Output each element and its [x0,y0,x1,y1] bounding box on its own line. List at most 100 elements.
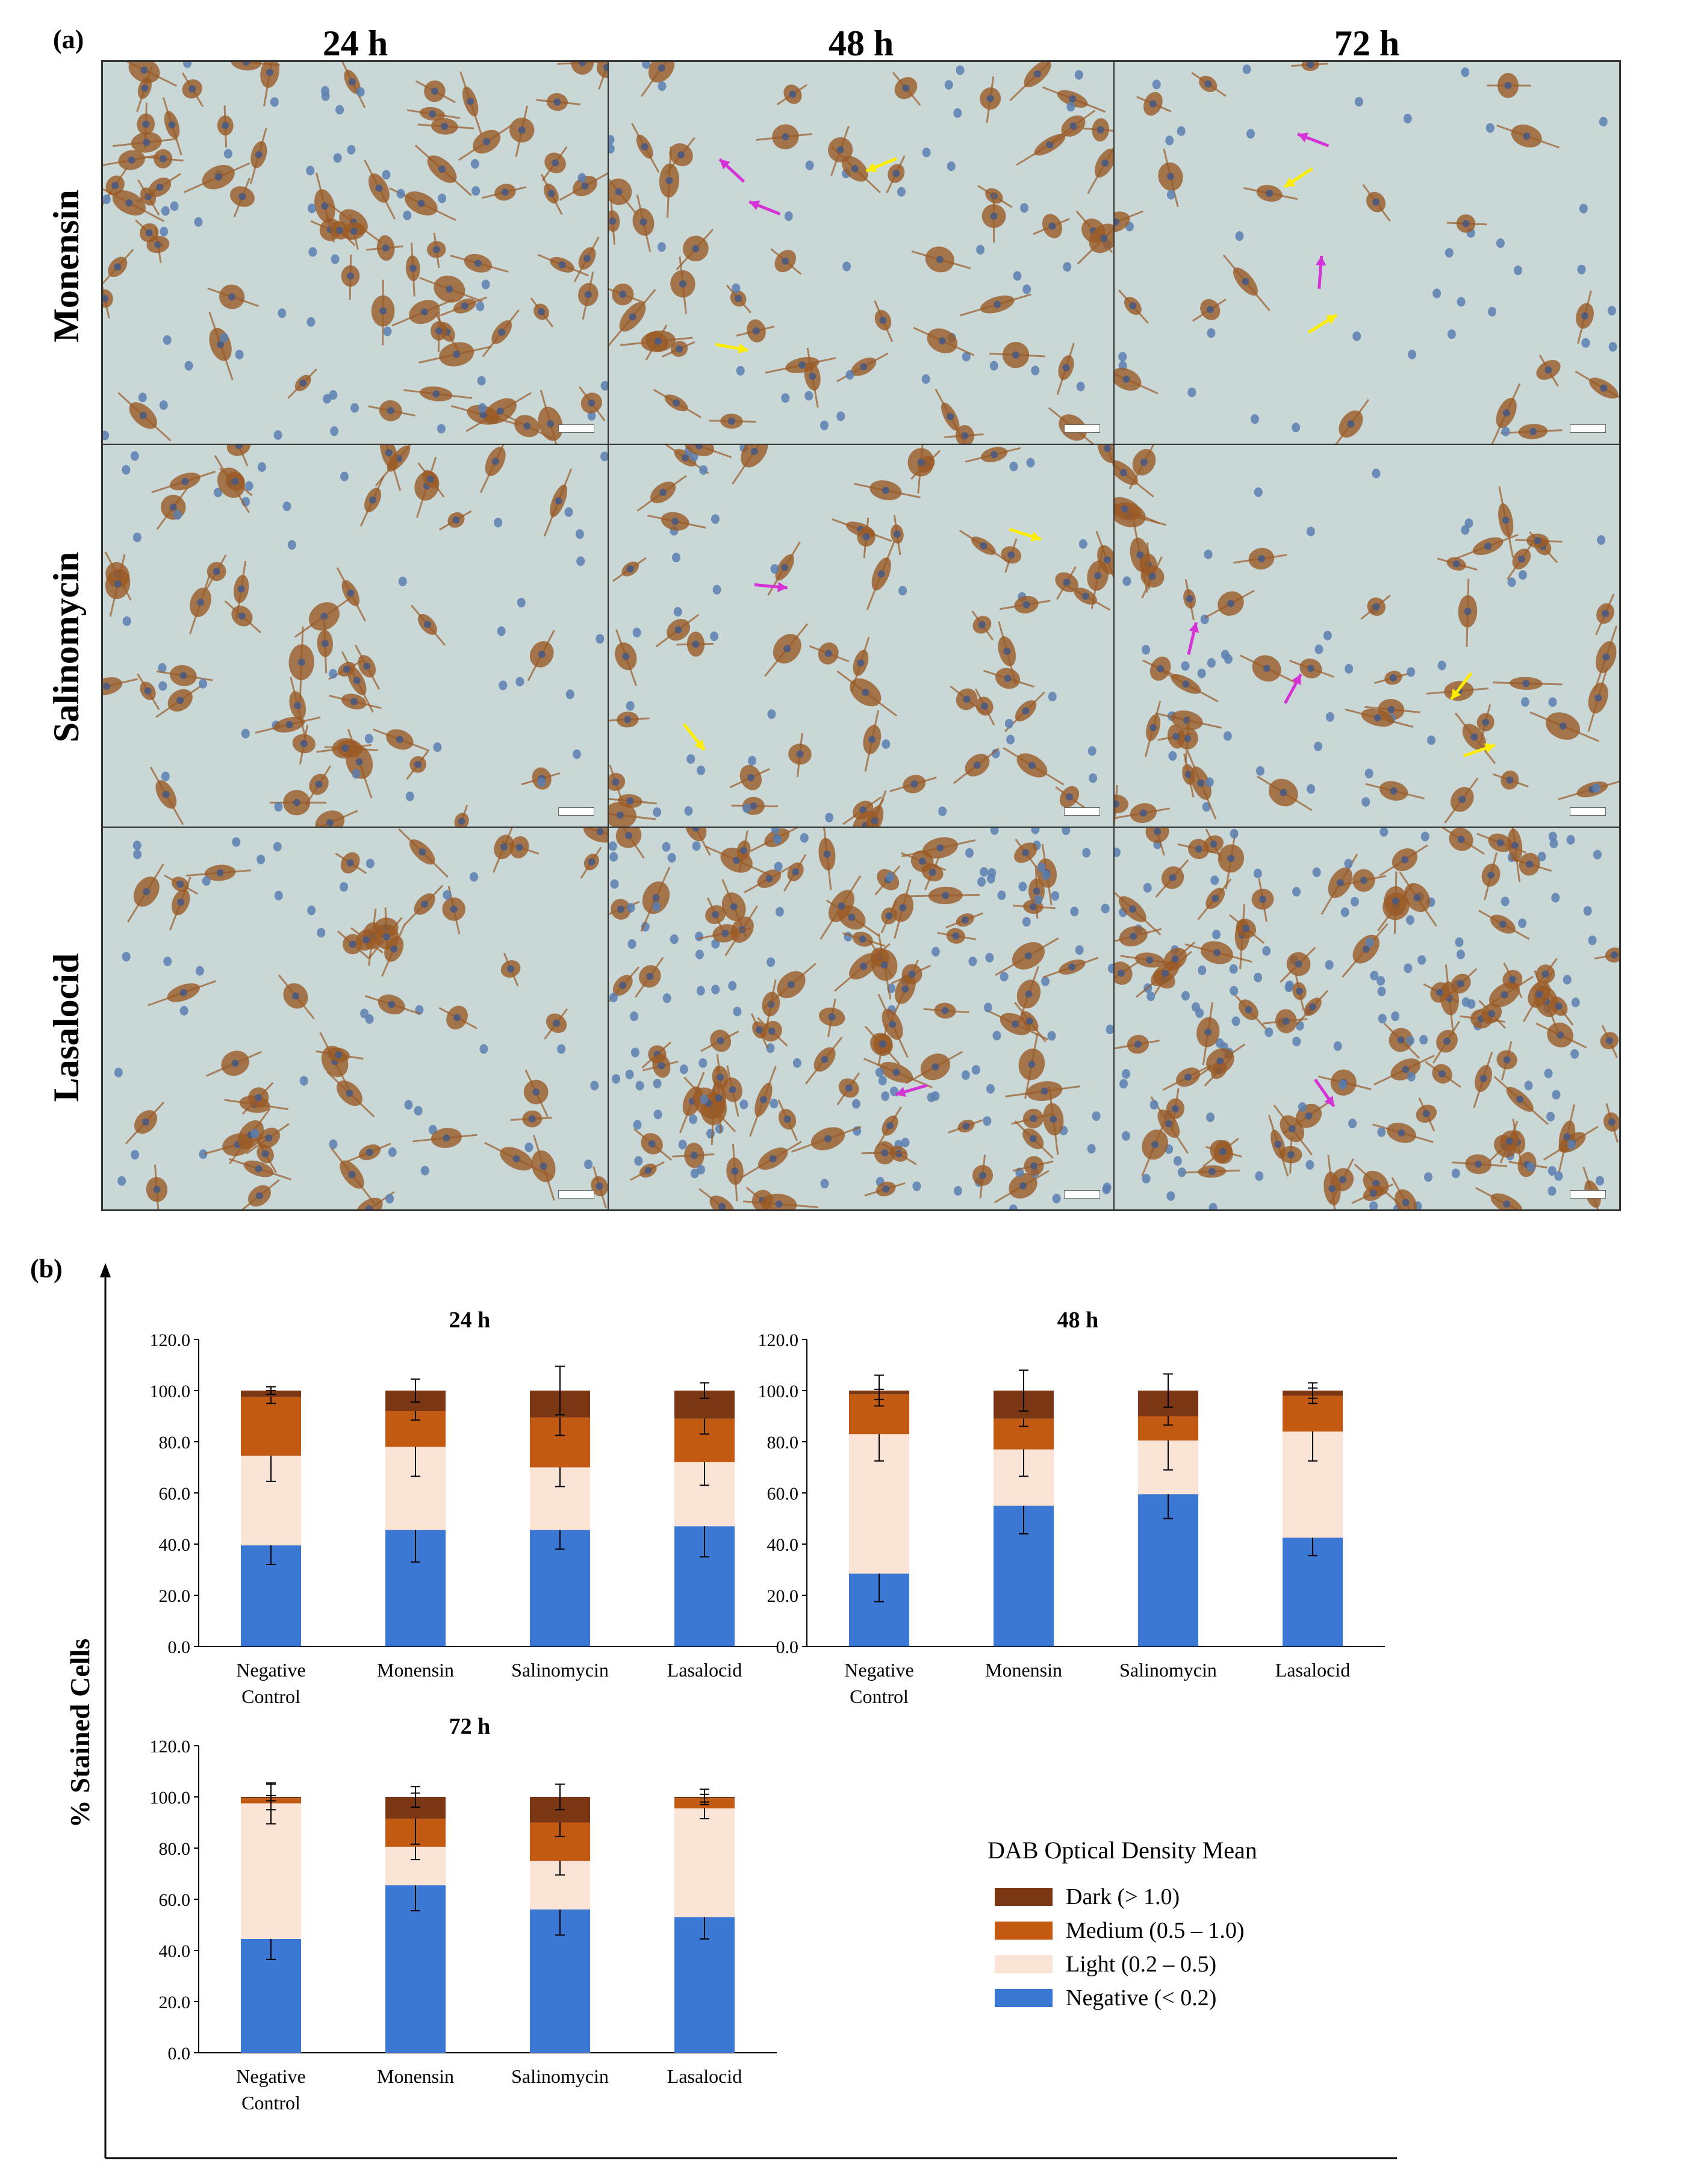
legend-swatch [995,1989,1053,2007]
y-tick-label: 100.0 [758,1382,799,1401]
row-header-lasalocid: Lasalocid [46,953,86,1102]
bar-segment-light [674,1808,735,1917]
legend-label: Light (0.2 – 0.5) [1066,1952,1217,1977]
micrograph-lasalocid-24h [102,827,608,1210]
scale-bar [1570,424,1606,433]
micrograph-salinomycin-48h [608,444,1114,827]
scale-bar [1064,1190,1100,1199]
micrograph-lasalocid-72h [1114,827,1620,1210]
magenta-arrow-0 [1283,673,1302,704]
legend-label: Negative (< 0.2) [1066,1985,1217,2011]
y-tick-label: 120.0 [150,1330,191,1350]
y-tick-label: 80.0 [159,1839,191,1859]
chart-24h: 24 h 0.0 20.0 40.0 60.0 80.0 100.0 120.0 Negativ… [138,1308,795,1734]
yellow-arrow-1 [865,157,898,173]
x-tick-label: Lasalocid [667,2065,742,2087]
y-tick-label: 120.0 [758,1330,799,1350]
bar-segment-light [241,1803,301,1939]
y-tick-label: 0.0 [776,1637,799,1657]
x-tick-label: Negative [236,1659,306,1681]
y-tick-label: 20.0 [767,1586,799,1606]
micrograph-monensin-24h [102,61,608,444]
error-bar [411,1378,420,1403]
x-tick-label: Salinomycin [511,1659,609,1681]
time-header-48h: 48 h [828,23,894,63]
magenta-arrow-1 [1315,255,1327,289]
x-tick-label: Negative [844,1659,914,1681]
y-tick-label: 100.0 [150,1382,191,1401]
legend-swatch [995,1888,1053,1906]
error-bar [555,1783,565,1811]
legend-item: Medium (0.5 – 1.0) [995,1914,1409,1947]
panel-a-label: (a) [53,25,84,54]
micrograph-salinomycin-72h [1114,444,1620,827]
micrograph-grid [101,60,1621,1211]
legend: DAB Optical Density Mean Dark (> 1.0) Med… [988,1836,1409,2015]
y-tick-label: 120.0 [150,1737,191,1757]
chart-48h: 48 h 0.0 20.0 40.0 60.0 80.0 100.0 120.0 Negativ… [747,1308,1403,1734]
magenta-arrow-0 [1297,132,1330,147]
magenta-arrow-0 [718,158,745,183]
yellow-arrow-0 [682,723,706,751]
x-tick-label: Monensin [377,2065,454,2087]
error-bar [700,1382,709,1399]
bar-segment-medium [241,1397,301,1456]
scale-bar [558,1190,594,1199]
y-tick-label: 20.0 [159,1586,191,1606]
y-tick-label: 60.0 [159,1890,191,1910]
chart-72h: 72 h 0.0 20.0 40.0 60.0 80.0 100.0 120.0 Negativ… [138,1714,795,2140]
scale-bar [1064,807,1100,816]
error-bar [874,1374,884,1407]
legend-label: Medium (0.5 – 1.0) [1066,1918,1245,1943]
legend-swatch [995,1922,1053,1940]
y-tick-label: 40.0 [159,1941,191,1961]
micrograph-salinomycin-24h [102,444,608,827]
yellow-arrow-0 [1449,672,1473,701]
scale-bar [1570,807,1606,816]
scale-bar [558,807,594,816]
magenta-arrow-0 [1313,1078,1336,1108]
x-tick-label: Lasalocid [1275,1659,1350,1681]
y-tick-label: 40.0 [767,1535,799,1555]
yellow-arrow-0 [1283,167,1313,188]
legend-title: DAB Optical Density Mean [988,1837,1257,1864]
error-bar [411,1786,420,1808]
x-tick-label: Salinomycin [1119,1659,1217,1681]
y-tick-label: 20.0 [159,1993,191,2012]
bar-segment-negative [385,1885,446,2053]
x-tick-label: Control [850,1686,909,1707]
x-tick-label: Negative [236,2065,306,2087]
time-header-72h: 72 h [1334,23,1400,63]
error-bar [1163,1373,1173,1408]
x-tick-label: Control [241,1686,300,1707]
legend-item: Dark (> 1.0) [995,1880,1409,1914]
chart-title: 72 h [449,1714,491,1739]
bar-segment-negative [1138,1494,1198,1646]
chart-title: 24 h [449,1308,491,1333]
legend-item: Light (0.2 – 0.5) [995,1947,1409,1981]
y-tick-label: 0.0 [168,1637,191,1657]
y-tick-label: 80.0 [767,1433,799,1453]
x-tick-label: Monensin [985,1659,1062,1681]
error-bar [266,1783,276,1811]
legend-item: Negative (< 0.2) [995,1981,1409,2015]
y-tick-label: 100.0 [150,1788,191,1808]
magenta-arrow-1 [748,200,781,216]
scale-bar [558,424,594,433]
time-header-24h: 24 h [322,23,388,63]
scale-bar [1570,1190,1606,1199]
error-bar [1019,1370,1028,1412]
error-bar [700,1788,709,1805]
x-tick-label: Lasalocid [667,1659,742,1681]
magenta-arrow-0 [754,582,788,592]
y-axis-title: % Stained Cells [64,1638,95,1828]
x-tick-label: Salinomycin [511,2065,609,2087]
y-tick-label: 60.0 [159,1484,191,1504]
chart-title: 48 h [1057,1308,1099,1333]
y-tick-label: 0.0 [168,2044,191,2064]
row-header-monensin: Monensin [46,190,86,343]
yellow-arrow-1 [1307,314,1338,334]
yellow-arrow-1 [1463,743,1496,758]
magenta-arrow-0 [895,1084,928,1097]
panel-b-label: (b) [30,1254,63,1283]
